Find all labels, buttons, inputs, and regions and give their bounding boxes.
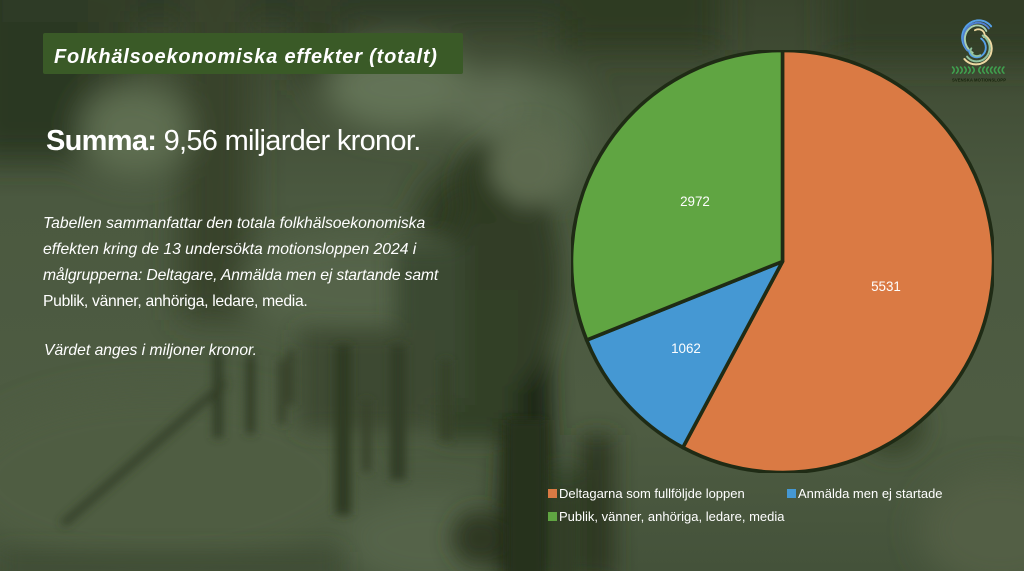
svg-text:SVENSKA MOTIONSLOPP: SVENSKA MOTIONSLOPP (952, 78, 1006, 83)
